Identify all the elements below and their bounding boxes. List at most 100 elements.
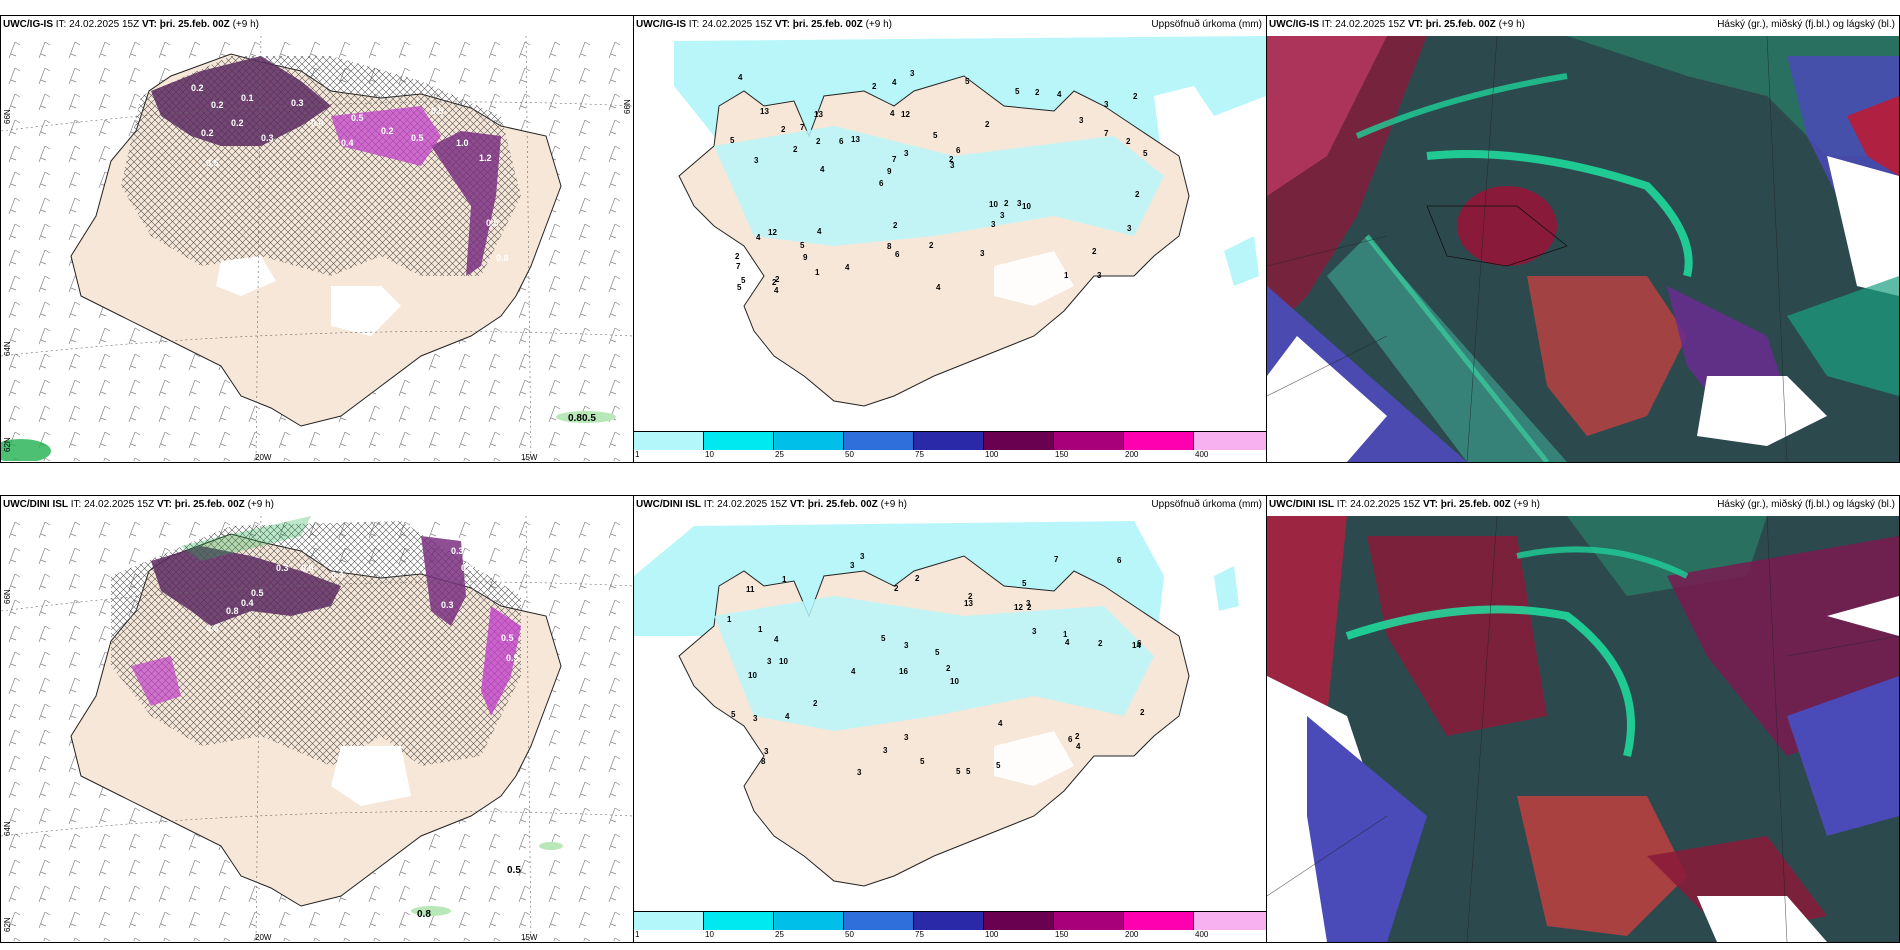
colorbar-swatch [1124, 432, 1194, 450]
precip-value-label: 7 [736, 262, 741, 271]
precip-value-label: 3 [1026, 599, 1031, 608]
precip-value-label: 13 [964, 599, 973, 608]
precip-value-label: 2 [1075, 732, 1080, 741]
colorbar-swatch [844, 432, 914, 450]
row1-cloud-panel: UWC/IG-IS IT: 24.02.2025 15Z VT: þri. 25… [1266, 15, 1900, 463]
precip-value-label: 3 [1097, 271, 1102, 280]
precip-value-label: 4 [1065, 638, 1070, 647]
precip-value-label: 1 [758, 625, 763, 634]
lon-label: 20W [255, 453, 272, 462]
svg-text:0.4: 0.4 [241, 598, 254, 608]
svg-text:0.3: 0.3 [276, 563, 289, 573]
svg-text:0.8: 0.8 [226, 606, 239, 616]
precip-value-label: 9 [887, 167, 892, 176]
lat-label: 64N [3, 341, 12, 356]
svg-text:0.5: 0.5 [506, 653, 519, 663]
precip-value-label: 7 [1104, 129, 1109, 138]
row2-wind-snow-panel: UWC/DINI ISL IT: 24.02.2025 15Z VT: þri.… [0, 495, 634, 943]
svg-text:0.2: 0.2 [201, 128, 214, 138]
precip-value-label: 5 [800, 241, 805, 250]
svg-text:0.3: 0.3 [261, 133, 274, 143]
precip-value-label: 3 [980, 249, 985, 258]
precip-value-label: 4 [820, 165, 825, 174]
precip-value-label: 2 [1135, 190, 1140, 199]
precip-value-label: 10 [950, 677, 959, 686]
sea-label: 0.8 [568, 413, 582, 424]
precip-value-label: 6 [956, 146, 961, 155]
precip-value-label: 8 [887, 242, 892, 251]
precip-value-label: 3 [950, 161, 955, 170]
precip-value-label: 3 [764, 747, 769, 756]
precip-value-label: 3 [754, 156, 759, 165]
precip-value-label: 6 [1117, 556, 1122, 565]
precip-value-label: 1 [1063, 630, 1068, 639]
precip-value-label: 4 [774, 286, 779, 295]
precip-value-label: 7 [1054, 555, 1059, 564]
precip-value-label: 4 [845, 263, 850, 272]
svg-text:0.2: 0.2 [211, 100, 224, 110]
precip-value-label: 2 [893, 221, 898, 230]
precip-value-label: 10 [989, 200, 998, 209]
colorbar-swatch [1054, 432, 1124, 450]
wind-snow-map: 0.3 0.5 0.3 0.5 0.4 0.5 0.3 0.8 0.3 0.5 … [1, 516, 633, 941]
svg-text:0.2: 0.2 [231, 118, 244, 128]
precip-value-label: 3 [1017, 199, 1022, 208]
precip-value-label: 3 [753, 714, 758, 723]
precip-value-label: 2 [775, 275, 780, 284]
precip-value-label: 1 [815, 268, 820, 277]
svg-text:0.5: 0.5 [351, 113, 364, 123]
precip-value-label: 3 [850, 561, 855, 570]
lon-label: 15W [521, 453, 538, 462]
svg-text:0.3: 0.3 [291, 98, 304, 108]
svg-text:0.1: 0.1 [241, 93, 254, 103]
panel-variable-title: Uppsöfnuð úrkoma (mm) [1151, 19, 1262, 30]
precip-value-label: 3 [1079, 116, 1084, 125]
svg-text:0.5: 0.5 [206, 158, 219, 168]
precip-value-label: 5 [731, 710, 736, 719]
precip-value-label: 2 [1027, 603, 1032, 612]
precip-value-label: 2 [915, 574, 920, 583]
precip-value-label: 3 [1000, 211, 1005, 220]
svg-text:0.2: 0.2 [191, 83, 204, 93]
graticule [1, 36, 633, 461]
precip-value-label: 5 [996, 761, 1001, 770]
panel-title: UWC/IG-IS IT: 24.02.2025 15Z VT: þri. 25… [1269, 19, 1525, 30]
lat-label: 66N [623, 99, 632, 114]
sea-label: 0.8 [417, 909, 431, 920]
colorbar-swatch [634, 912, 704, 930]
precip-value-label: 6 [895, 250, 900, 259]
svg-text:0.8: 0.8 [496, 253, 509, 263]
colorbar-swatch [704, 432, 774, 450]
snow-labels: 0.2 0.2 0.1 0.3 0.2 0.2 0.3 0.4 0.5 0.2 … [191, 83, 509, 263]
colorbar-swatch [984, 432, 1054, 450]
colorbar-swatch [704, 912, 774, 930]
precip-value-label: 2 [946, 664, 951, 673]
precip-value-label: 3 [860, 552, 865, 561]
svg-text:0.5: 0.5 [431, 106, 444, 116]
svg-text:0.4: 0.4 [341, 138, 354, 148]
precip-value-label: 3 [904, 733, 909, 742]
precip-value-label: 6 [1068, 735, 1073, 744]
precip-value-label: 10 [779, 657, 788, 666]
precip-value-label: 5 [730, 136, 735, 145]
precip-value-label: 12 [768, 228, 777, 237]
precip-value-label: 2 [1098, 639, 1103, 648]
precip-value-label: 4 [1057, 90, 1062, 99]
colorbar-swatch [984, 912, 1054, 930]
precip-value-label: 5 [1143, 149, 1148, 158]
colorbar-tick-label: 400 [1195, 450, 1209, 459]
precip-value-label: 5 [956, 767, 961, 776]
panel-title: UWC/IG-IS IT: 24.02.2025 15Z VT: þri. 25… [636, 19, 892, 30]
precip-value-label: 2 [1140, 708, 1145, 717]
row2-cloud-panel: UWC/DINI ISL IT: 24.02.2025 15Z VT: þri.… [1266, 495, 1900, 943]
precip-value-label: 2 [772, 278, 777, 287]
precip-value-label: 4 [774, 635, 779, 644]
precip-value-label: 2 [872, 82, 877, 91]
svg-text:0.5: 0.5 [461, 563, 474, 573]
precip-value-label: 5 [1022, 579, 1027, 588]
svg-text:0.2: 0.2 [381, 126, 394, 136]
precip-value-label: 2 [1092, 247, 1097, 256]
precip-value-label: 4 [998, 719, 1003, 728]
colorbar-tick-label: 10 [705, 930, 714, 939]
